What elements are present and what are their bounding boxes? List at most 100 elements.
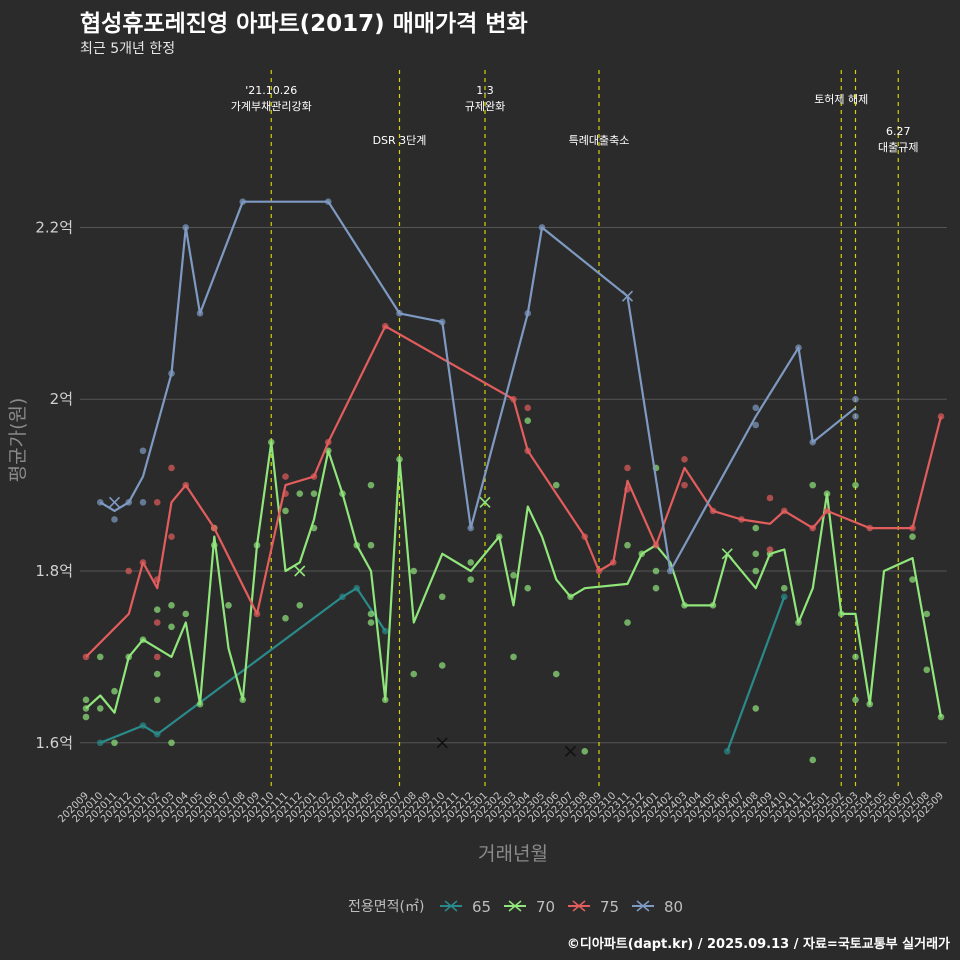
cancelled-marker: [294, 565, 306, 577]
data-point-70: [153, 696, 161, 704]
data-point-70: [923, 666, 931, 674]
data-point-70: [168, 739, 175, 747]
data-point-70: [438, 593, 446, 601]
data-point-70: [909, 576, 916, 583]
legend-swatch-mark: [636, 900, 650, 912]
data-point-80: [852, 395, 859, 403]
legend-swatch-mark: [508, 900, 522, 912]
data-point-75: [681, 456, 688, 463]
data-point-80: [752, 404, 760, 412]
data-point-70: [752, 550, 760, 558]
chart-title: 협성휴포레진영 아파트(2017) 매매가격 변화: [80, 11, 528, 37]
legend-swatch-mark: [444, 900, 458, 912]
y-tick-label: 2억: [50, 390, 73, 408]
series-line-75: [85, 325, 943, 658]
legend-label-75: 75: [600, 898, 619, 916]
data-point-70: [367, 610, 375, 618]
data-point-70: [752, 705, 760, 712]
legend-swatch-mark: [572, 900, 586, 912]
event-annotation: 규제완화: [465, 100, 505, 113]
data-point-70: [182, 610, 190, 618]
data-point-75: [624, 464, 631, 472]
data-point-75: [766, 546, 774, 553]
data-point-70: [852, 481, 859, 489]
series-layer: [82, 198, 945, 764]
data-point-70: [809, 481, 817, 489]
y-tick-label: 1.8억: [35, 562, 73, 580]
data-point-70: [410, 567, 418, 575]
event-annotation: '21.10.26: [245, 84, 297, 97]
legend-label-70: 70: [536, 898, 555, 916]
data-point-70: [552, 481, 560, 489]
data-point-70: [852, 696, 859, 704]
grid-layer: [80, 226, 947, 744]
legend: 전용면적(㎡) 65 70 75 80: [348, 898, 683, 916]
data-point-75: [282, 473, 289, 480]
data-point-70: [752, 524, 760, 532]
data-point-70: [111, 687, 118, 695]
data-point-70: [624, 541, 631, 549]
source-caption: ©디아파트(dapt.kr) / 2025.09.13 / 자료=국토교통부 실…: [566, 937, 950, 952]
event-annotation: 6.27: [886, 125, 911, 138]
cancelled-marker: [621, 290, 634, 302]
y-tick-label: 1.6억: [35, 734, 73, 752]
data-point-75: [153, 498, 161, 506]
legend-label-80: 80: [664, 898, 683, 916]
data-point-75: [524, 404, 532, 412]
data-point-75: [168, 533, 175, 540]
data-point-70: [510, 571, 517, 579]
series-line-65: [99, 587, 387, 744]
data-point-70: [296, 490, 304, 498]
data-point-70: [310, 490, 318, 498]
data-point-70: [111, 739, 118, 747]
event-annotation: 토허제 해제: [814, 92, 868, 106]
data-point-80: [139, 498, 147, 506]
data-point-70: [780, 584, 788, 592]
data-point-80: [752, 421, 760, 429]
data-point-70: [225, 602, 232, 609]
data-point-70: [82, 696, 90, 704]
data-point-70: [282, 614, 289, 622]
data-point-70: [652, 584, 660, 592]
data-point-70: [168, 602, 175, 609]
data-point-75: [153, 653, 161, 661]
data-point-70: [467, 576, 475, 583]
cancelled-marker: [479, 496, 491, 508]
cancelled-marker: [436, 737, 448, 749]
data-point-70: [296, 602, 304, 609]
data-point-70: [367, 481, 375, 489]
data-point-80: [111, 516, 118, 523]
data-point-70: [153, 606, 161, 613]
event-annotation: 대출규제: [878, 141, 918, 154]
data-point-70: [282, 507, 289, 515]
cancelled-marker: [721, 548, 733, 560]
legend-title: 전용면적(㎡): [348, 899, 424, 915]
data-point-75: [168, 464, 175, 472]
data-point-70: [581, 748, 589, 755]
axis-layer: 1.6억1.8억2억2.2억20200920201020201120201220…: [35, 218, 946, 825]
event-annotation: DSR 3단계: [373, 134, 427, 147]
data-point-70: [96, 705, 104, 712]
legend-label-65: 65: [472, 898, 491, 916]
data-point-80: [852, 413, 859, 420]
data-point-70: [467, 559, 475, 566]
event-annotation: 1.3: [476, 84, 494, 97]
data-point-70: [168, 623, 175, 631]
data-point-70: [524, 417, 532, 425]
data-point-75: [125, 567, 133, 575]
data-point-75: [153, 619, 161, 626]
series-line-65: [726, 596, 786, 752]
y-axis-title: 평균가(원): [7, 398, 29, 483]
data-point-70: [524, 584, 532, 592]
data-point-70: [909, 533, 916, 540]
cancelled-marker: [564, 745, 577, 757]
data-point-70: [96, 653, 104, 661]
data-point-70: [510, 653, 517, 661]
data-point-75: [681, 481, 688, 489]
data-point-70: [852, 653, 859, 661]
data-point-80: [139, 447, 147, 455]
data-point-70: [809, 756, 817, 764]
cancelled-marker: [108, 496, 121, 508]
